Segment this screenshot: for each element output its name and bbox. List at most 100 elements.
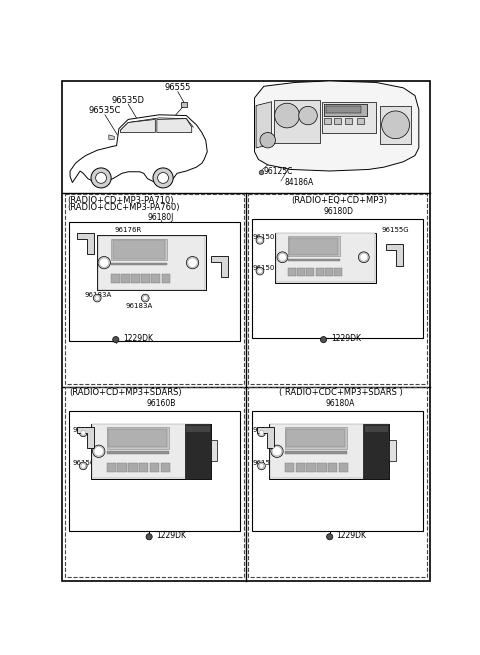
Circle shape bbox=[93, 294, 101, 302]
Polygon shape bbox=[211, 255, 228, 277]
Bar bbox=[181, 102, 187, 107]
Circle shape bbox=[81, 464, 85, 468]
Circle shape bbox=[96, 172, 107, 183]
Circle shape bbox=[258, 269, 262, 273]
Circle shape bbox=[259, 464, 264, 468]
Bar bbox=[111, 263, 167, 265]
Bar bbox=[152, 274, 160, 284]
Bar bbox=[288, 268, 296, 276]
Circle shape bbox=[153, 168, 173, 188]
Text: (RADIO+CD+MP3-PA710): (RADIO+CD+MP3-PA710) bbox=[68, 196, 174, 205]
Circle shape bbox=[188, 258, 197, 267]
Bar bbox=[274, 100, 321, 143]
Text: 96183A: 96183A bbox=[85, 292, 112, 298]
Text: 1229DK: 1229DK bbox=[331, 333, 361, 343]
Circle shape bbox=[98, 257, 110, 269]
Circle shape bbox=[277, 252, 288, 263]
Bar bbox=[161, 463, 170, 472]
Text: 96150B: 96150B bbox=[252, 426, 279, 433]
Circle shape bbox=[93, 445, 105, 457]
Bar bbox=[324, 104, 367, 115]
Circle shape bbox=[382, 111, 409, 139]
Bar bbox=[97, 235, 206, 290]
Text: ( RADIO+CDC+MP3+SDARS ): ( RADIO+CDC+MP3+SDARS ) bbox=[279, 388, 402, 398]
Circle shape bbox=[259, 430, 264, 435]
Text: 96150B: 96150B bbox=[252, 234, 279, 240]
Circle shape bbox=[91, 168, 111, 188]
Bar bbox=[285, 463, 294, 472]
Bar bbox=[324, 118, 331, 124]
Bar bbox=[185, 424, 211, 479]
Bar bbox=[248, 386, 427, 577]
Polygon shape bbox=[120, 119, 156, 132]
Polygon shape bbox=[254, 81, 419, 171]
Bar bbox=[128, 463, 137, 472]
Text: 96180A: 96180A bbox=[326, 399, 355, 408]
Polygon shape bbox=[109, 135, 114, 140]
Bar bbox=[211, 440, 217, 461]
Polygon shape bbox=[257, 426, 274, 448]
Circle shape bbox=[186, 257, 199, 269]
Bar bbox=[107, 463, 116, 472]
Circle shape bbox=[258, 238, 262, 242]
Bar bbox=[328, 463, 337, 472]
Bar bbox=[108, 429, 167, 447]
Bar bbox=[65, 194, 244, 384]
Text: 96150B: 96150B bbox=[252, 265, 279, 271]
Circle shape bbox=[271, 445, 283, 457]
Bar bbox=[91, 424, 211, 479]
Bar bbox=[389, 440, 396, 461]
Circle shape bbox=[326, 534, 333, 540]
Bar bbox=[289, 238, 338, 255]
Bar bbox=[334, 118, 340, 124]
Circle shape bbox=[81, 430, 85, 435]
Bar bbox=[142, 274, 150, 284]
Bar bbox=[150, 463, 159, 472]
Bar bbox=[306, 268, 314, 276]
Bar bbox=[111, 239, 167, 260]
Bar bbox=[113, 240, 166, 259]
Bar bbox=[139, 463, 148, 472]
Text: 96176L: 96176L bbox=[175, 285, 201, 291]
Bar bbox=[276, 233, 376, 283]
Bar bbox=[335, 268, 342, 276]
Bar bbox=[111, 274, 120, 284]
Text: 96180D: 96180D bbox=[324, 206, 354, 215]
Circle shape bbox=[259, 170, 264, 175]
Circle shape bbox=[79, 429, 87, 437]
Bar bbox=[296, 463, 305, 472]
Text: (RADIO+EQ+CD+MP3): (RADIO+EQ+CD+MP3) bbox=[291, 196, 387, 205]
Text: 96160B: 96160B bbox=[146, 399, 175, 408]
Bar bbox=[322, 102, 376, 132]
Bar bbox=[339, 463, 348, 472]
Text: 96150B: 96150B bbox=[72, 460, 99, 466]
Text: 96155G: 96155G bbox=[337, 424, 365, 430]
Text: 96155G: 96155G bbox=[382, 227, 409, 233]
Bar bbox=[98, 236, 205, 290]
Bar bbox=[269, 424, 389, 479]
Text: 1229DK: 1229DK bbox=[336, 531, 367, 540]
Bar bbox=[252, 411, 423, 531]
Bar bbox=[325, 268, 333, 276]
Circle shape bbox=[142, 294, 149, 302]
Bar bbox=[365, 426, 388, 432]
Circle shape bbox=[359, 252, 369, 263]
Bar bbox=[117, 463, 127, 472]
Circle shape bbox=[272, 447, 282, 456]
Text: 96150B: 96150B bbox=[252, 460, 279, 466]
Polygon shape bbox=[70, 115, 207, 183]
Text: 96535D: 96535D bbox=[112, 96, 144, 105]
Bar bbox=[285, 451, 347, 454]
Bar bbox=[306, 463, 316, 472]
Bar bbox=[69, 411, 240, 531]
Bar bbox=[107, 428, 168, 449]
Bar bbox=[107, 451, 168, 454]
Bar bbox=[297, 268, 305, 276]
Bar bbox=[363, 424, 389, 479]
Circle shape bbox=[299, 106, 317, 125]
Bar bbox=[285, 428, 347, 449]
Text: 96150B: 96150B bbox=[72, 426, 99, 433]
Bar bbox=[92, 424, 210, 478]
Bar bbox=[65, 386, 244, 577]
Bar bbox=[132, 274, 140, 284]
